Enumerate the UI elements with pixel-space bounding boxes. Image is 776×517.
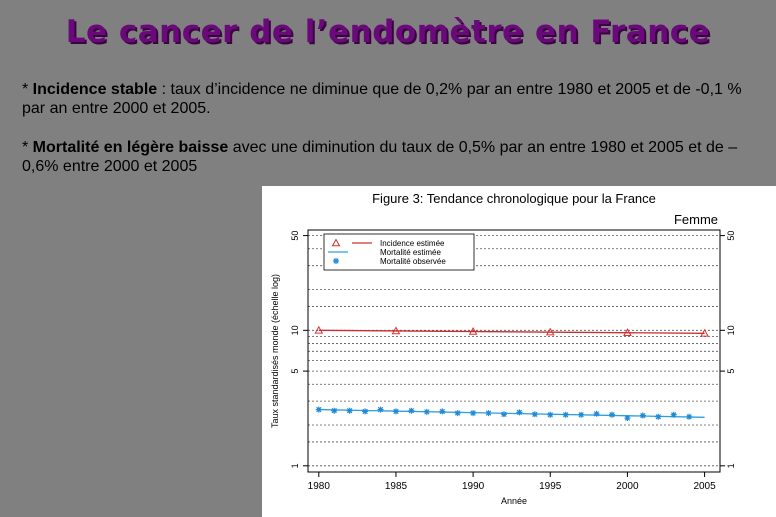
legend-label: Mortalité estimée	[380, 248, 441, 257]
mortality-point	[562, 411, 569, 418]
incidence-heading: Incidence stable	[32, 81, 158, 98]
mortality-point	[454, 410, 461, 417]
bullet-marker: *	[22, 81, 33, 98]
mortality-point	[485, 410, 492, 417]
mortality-point	[686, 413, 693, 420]
mortality-heading: Mortalité en légère baisse	[32, 139, 229, 156]
y-tick-label: 10	[290, 325, 300, 335]
mortality-text: avec une diminution du taux de 0,5% par …	[22, 139, 738, 175]
legend-marker	[333, 258, 339, 264]
mortality-point	[439, 408, 446, 415]
mortality-point	[500, 411, 507, 418]
y-tick-label: 50	[290, 231, 300, 241]
mortality-point	[516, 409, 523, 416]
legend-box	[323, 233, 475, 271]
incidence-text: : taux d’incidence ne diminue que de 0,2…	[22, 81, 742, 117]
mortality-point	[346, 407, 353, 414]
mortality-point	[470, 410, 477, 417]
y-tick-label: 1	[290, 463, 300, 468]
x-tick-label: 2000	[616, 481, 639, 492]
x-tick-label: 1995	[539, 481, 562, 492]
mortality-point	[362, 408, 369, 415]
x-tick-label: 1985	[385, 481, 408, 492]
y-tick-label: 5	[290, 369, 300, 374]
mortality-point	[608, 411, 615, 418]
y-tick-label-right: 1	[726, 463, 736, 468]
y-tick-label-right: 10	[726, 325, 736, 335]
y-axis-label: Taux standardisés monde (échelle log)	[270, 274, 280, 428]
y-tick-label-right: 50	[726, 231, 736, 241]
legend-marker	[331, 238, 341, 247]
legend-label: Incidence estimée	[380, 239, 445, 248]
mortality-point	[408, 407, 415, 414]
mortality-point	[315, 406, 322, 413]
mortality-point	[639, 412, 646, 419]
mortality-point	[392, 408, 399, 415]
mortality-point	[377, 406, 384, 413]
mortality-point	[423, 408, 430, 415]
mortality-point	[624, 415, 631, 422]
mortality-point	[331, 407, 338, 414]
incidence-paragraph: * Incidence stable : taux d’incidence ne…	[22, 80, 762, 118]
chart-subtitle: Femme	[674, 212, 718, 227]
y-tick-label-right: 5	[726, 369, 736, 374]
trend-chart: Figure 3: Tendance chronologique pour la…	[270, 191, 736, 506]
x-tick-label: 2005	[693, 481, 716, 492]
x-tick-label: 1990	[462, 481, 485, 492]
mortality-point	[593, 410, 600, 417]
trend-figure: Figure 3: Tendance chronologique pour la…	[262, 186, 776, 517]
mortality-point	[655, 413, 662, 420]
bullet-marker: *	[22, 139, 33, 156]
x-tick-label: 1980	[308, 481, 331, 492]
mortality-point	[578, 411, 585, 418]
series-line-1	[318, 329, 705, 334]
plot-frame	[307, 229, 721, 473]
legend-label: Mortalité observée	[380, 257, 446, 266]
mortality-point	[670, 411, 677, 418]
x-axis-label: Année	[501, 496, 527, 506]
mortality-point	[547, 411, 554, 418]
chart-title: Figure 3: Tendance chronologique pour la…	[372, 191, 656, 206]
slide-title: Le cancer de l’endomètre en France	[65, 14, 711, 50]
mortality-point	[531, 411, 538, 418]
mortality-paragraph: * Mortalité en légère baisse avec une di…	[22, 138, 762, 176]
series-line-2	[318, 408, 705, 418]
